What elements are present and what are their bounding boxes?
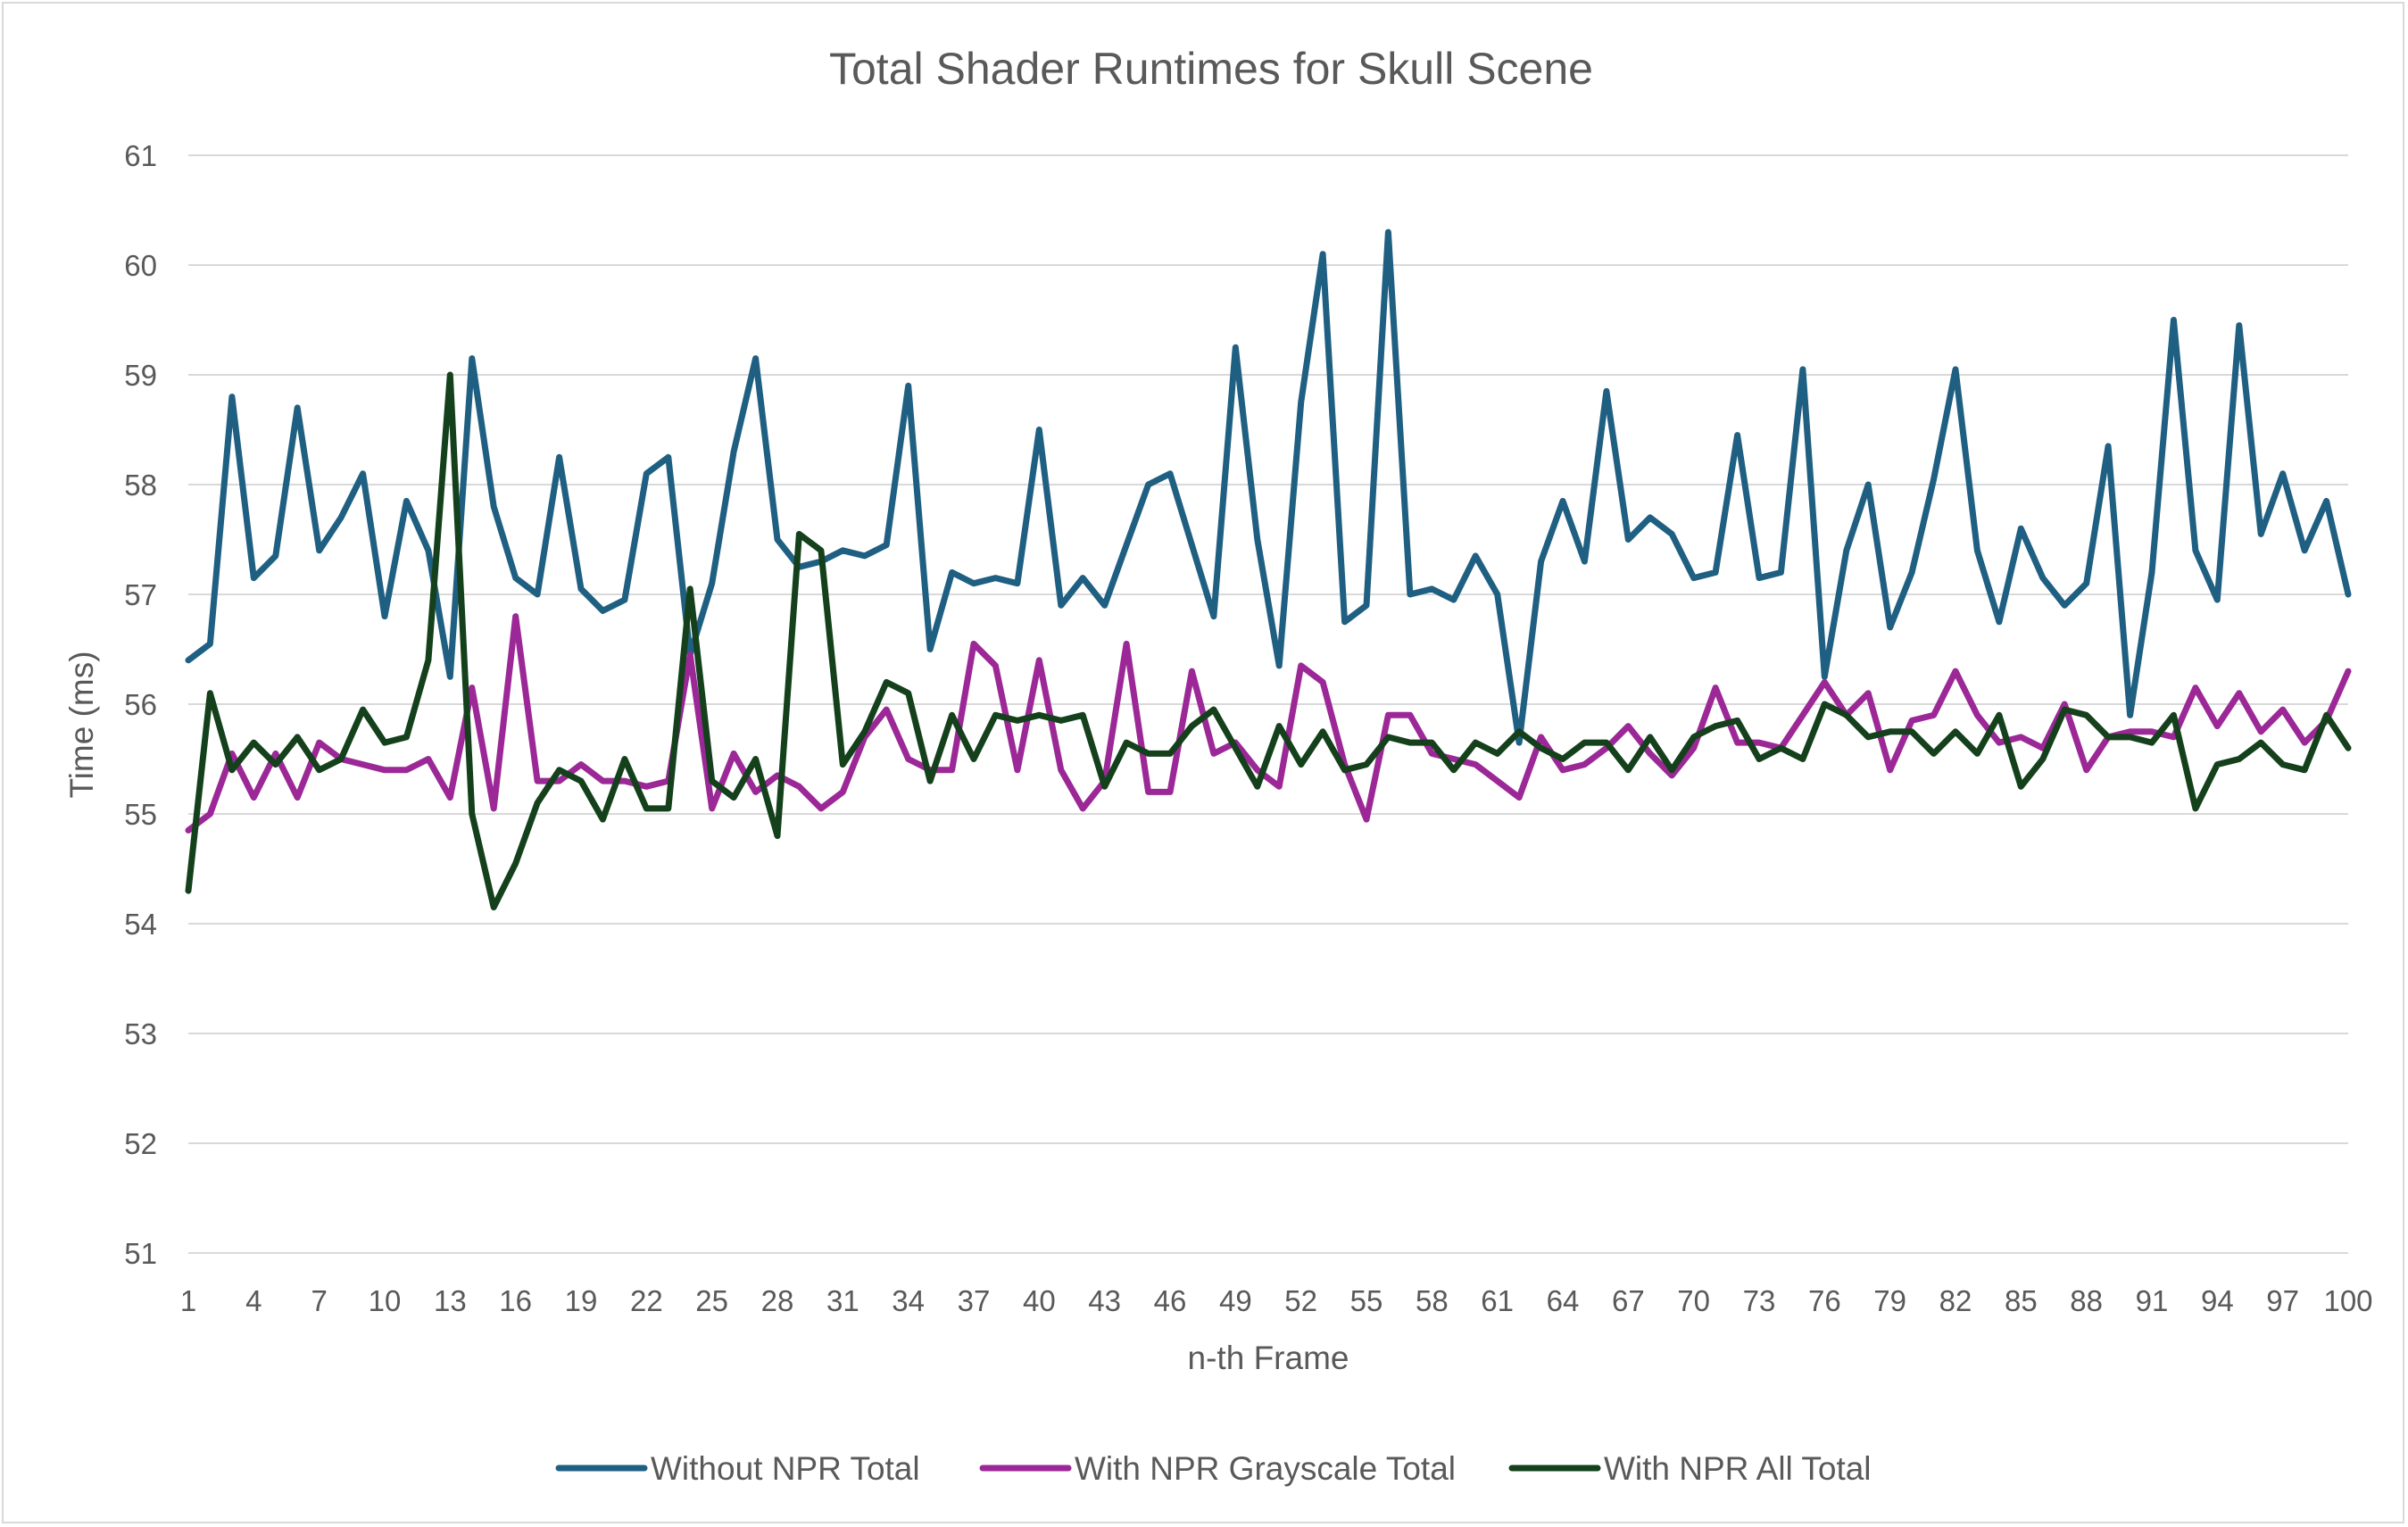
- x-tick-label: 34: [892, 1284, 925, 1317]
- y-tick-label: 56: [124, 688, 157, 721]
- x-tick-label: 58: [1416, 1284, 1449, 1317]
- x-tick-label: 7: [311, 1284, 327, 1317]
- y-axis-ticks: 51 52 53 54 55 56 57 58 59 60 61: [124, 139, 157, 1270]
- y-tick-label: 53: [124, 1017, 157, 1050]
- y-tick-label: 54: [124, 908, 157, 941]
- y-tick-label: 51: [124, 1237, 157, 1270]
- legend-label-1: Without NPR Total: [651, 1450, 920, 1487]
- x-tick-label: 100: [2323, 1284, 2372, 1317]
- x-tick-label: 43: [1088, 1284, 1121, 1317]
- x-tick-label: 97: [2266, 1284, 2299, 1317]
- x-tick-label: 22: [630, 1284, 663, 1317]
- x-tick-label: 64: [1547, 1284, 1580, 1317]
- y-tick-label: 58: [124, 469, 157, 502]
- y-axis-label: Time (ms): [63, 651, 100, 798]
- x-tick-label: 19: [565, 1284, 598, 1317]
- y-tick-label: 59: [124, 359, 157, 392]
- x-tick-label: 85: [2005, 1284, 2038, 1317]
- legend: Without NPR Total With NPR Grayscale Tota…: [555, 1450, 1872, 1487]
- x-axis-ticks: 1 4 7 10 13 16 19 22 25 28 31 34 37 40 43 46 49 52 55 58 61 6…: [180, 1284, 2373, 1317]
- x-tick-label: 82: [1939, 1284, 1972, 1317]
- y-tick-label: 57: [124, 578, 157, 611]
- legend-label-2: With NPR Grayscale Total: [1075, 1450, 1456, 1487]
- x-tick-label: 91: [2136, 1284, 2169, 1317]
- series-line-2: [185, 613, 2352, 834]
- legend-label-3: With NPR All Total: [1604, 1450, 1872, 1487]
- x-tick-label: 55: [1350, 1284, 1383, 1317]
- x-axis-label: n-th Frame: [1188, 1340, 1349, 1376]
- gridlines: [188, 154, 2348, 1254]
- x-tick-label: 88: [2070, 1284, 2103, 1317]
- x-tick-label: 67: [1612, 1284, 1645, 1317]
- x-tick-label: 13: [434, 1284, 467, 1317]
- line-chart: Total Shader Runtimes for Skull Scene 51…: [63, 44, 2373, 1487]
- x-tick-label: 61: [1481, 1284, 1514, 1317]
- x-tick-label: 79: [1873, 1284, 1906, 1317]
- series-lines: [185, 228, 2352, 911]
- x-tick-label: 94: [2201, 1284, 2234, 1317]
- series-line-3: [185, 371, 2352, 911]
- x-tick-label: 28: [761, 1284, 794, 1317]
- x-tick-label: 52: [1284, 1284, 1317, 1317]
- x-tick-label: 37: [958, 1284, 991, 1317]
- x-tick-label: 46: [1154, 1284, 1187, 1317]
- x-tick-label: 49: [1219, 1284, 1252, 1317]
- x-tick-label: 16: [499, 1284, 532, 1317]
- x-tick-label: 40: [1023, 1284, 1056, 1317]
- x-tick-label: 31: [826, 1284, 859, 1317]
- x-tick-label: 76: [1808, 1284, 1841, 1317]
- x-tick-label: 4: [245, 1284, 262, 1317]
- y-tick-label: 61: [124, 139, 157, 172]
- y-tick-label: 60: [124, 249, 157, 282]
- x-tick-label: 1: [180, 1284, 196, 1317]
- series-line-1: [185, 228, 2352, 746]
- chart-title: Total Shader Runtimes for Skull Scene: [829, 44, 1593, 94]
- x-tick-label: 10: [369, 1284, 402, 1317]
- y-tick-label: 55: [124, 798, 157, 831]
- y-tick-label: 52: [124, 1127, 157, 1160]
- x-tick-label: 73: [1743, 1284, 1776, 1317]
- x-tick-label: 25: [695, 1284, 728, 1317]
- x-tick-label: 70: [1677, 1284, 1710, 1317]
